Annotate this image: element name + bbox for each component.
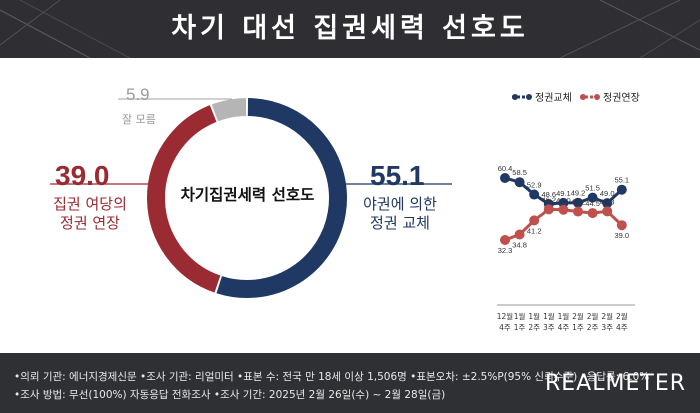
footer-bar: •의뢰 기관: 에너지경제신문 •조사 기관: 리얼미터 •표본 수: 전국 만… bbox=[0, 353, 700, 413]
trend-line-chart: 정권교체 정권연장 60.4 58.552.948.6 49.1 49.251.549.0… bbox=[497, 92, 640, 332]
donut-hole bbox=[166, 117, 328, 279]
footer-note-2: •조사 방법: 무선(100%) 자동응답 전화조사 •조사 기간: 2025년… bbox=[14, 389, 446, 401]
series-0-label-1: 58.5 bbox=[512, 168, 527, 177]
x-tick-week-0: 4주 bbox=[499, 323, 511, 332]
unknown-label: 잘 모름 bbox=[122, 113, 156, 126]
series-1-label-5: 45.2 bbox=[571, 198, 586, 207]
series-1-point-3 bbox=[543, 204, 554, 215]
legend-label-1: 정권연장 bbox=[603, 92, 640, 104]
legend-item-1: 정권연장 bbox=[580, 92, 640, 104]
x-tick-month-1: 1월 bbox=[514, 311, 526, 321]
donut-center-label: 차기집권세력 선호도 bbox=[180, 186, 315, 204]
x-tick-week-3: 3주 bbox=[543, 323, 555, 332]
x-tick-week-2: 2주 bbox=[528, 323, 540, 332]
change-label-2: 정권 교체 bbox=[370, 214, 430, 232]
series-0-point-5 bbox=[573, 197, 583, 208]
series-1-point-4 bbox=[558, 204, 569, 215]
donut-chart bbox=[50, 98, 452, 298]
x-tick-month-6: 2월 bbox=[587, 311, 599, 321]
extend-label-1: 집권 여당의 bbox=[53, 195, 127, 213]
series-1-label-8: 39.0 bbox=[614, 231, 629, 240]
extend-value: 39.0 bbox=[55, 160, 110, 191]
series-1-label-1: 34.8 bbox=[512, 240, 527, 249]
series-1-point-1 bbox=[514, 229, 525, 240]
main-panel: 5.9 잘 모름 39.0 집권 여당의 정권 연장 55.1 야권에 의한 정… bbox=[0, 58, 700, 353]
series-1-point-8 bbox=[616, 220, 627, 231]
series-0-point-7 bbox=[602, 198, 613, 209]
realmeter-logo: REALMETER bbox=[545, 371, 686, 396]
series-1-point-5 bbox=[573, 206, 583, 217]
x-tick-week-5: 1주 bbox=[572, 323, 584, 332]
series-1-point-0 bbox=[500, 235, 510, 245]
x-tick-month-2: 1월 bbox=[528, 311, 540, 321]
donut-slice-0 bbox=[216, 98, 347, 298]
series-1-label-7: 45.3 bbox=[600, 197, 615, 206]
page-title: 차기 대선 집권세력 선호도 bbox=[171, 13, 529, 44]
legend-label-0: 정권교체 bbox=[535, 92, 572, 104]
x-tick-week-6: 2주 bbox=[587, 323, 599, 332]
x-tick-month-0: 12월 bbox=[497, 311, 514, 321]
x-tick-month-5: 2월 bbox=[572, 311, 584, 321]
series-0-point-2 bbox=[529, 189, 540, 200]
x-tick-month-3: 1월 bbox=[543, 311, 555, 321]
x-tick-month-8: 2월 bbox=[616, 311, 628, 321]
series-0-label-6: 51.5 bbox=[585, 184, 600, 193]
series-0-point-0 bbox=[500, 173, 510, 183]
series-0-label-2: 52.9 bbox=[527, 181, 542, 190]
series-0-point-1 bbox=[514, 177, 525, 188]
series-0-label-7: 49.0 bbox=[600, 189, 615, 198]
series-1-point-6 bbox=[587, 208, 598, 219]
series-0-label-5: 49.2 bbox=[571, 189, 586, 198]
donut-slice-1 bbox=[147, 105, 221, 293]
change-value: 55.1 bbox=[370, 160, 425, 191]
series-1-point-7 bbox=[602, 206, 613, 217]
x-tick-week-8: 4주 bbox=[616, 323, 628, 332]
series-1-point-2 bbox=[529, 215, 540, 226]
extend-label-2: 정권 연장 bbox=[60, 214, 120, 232]
change-label-1: 야권에 의한 bbox=[363, 195, 437, 213]
header-bar: 차기 대선 집권세력 선호도 bbox=[0, 0, 700, 58]
series-0-label-3: 48.6 bbox=[541, 190, 556, 199]
series-1-label-6: 44.5 bbox=[585, 199, 600, 208]
x-tick-week-1: 1주 bbox=[514, 323, 526, 332]
donut-slice-2 bbox=[211, 98, 247, 122]
header-decoration bbox=[0, 0, 700, 58]
series-1-label-2: 41.2 bbox=[527, 226, 542, 235]
x-tick-week-4: 4주 bbox=[558, 323, 570, 332]
footer-note-1: •의뢰 기관: 에너지경제신문 •조사 기관: 리얼미터 •표본 수: 전국 만… bbox=[14, 371, 650, 383]
series-0-point-4 bbox=[558, 197, 569, 208]
unknown-value: 5.9 bbox=[126, 85, 150, 104]
x-tick-month-4: 1월 bbox=[558, 311, 570, 321]
x-tick-month-7: 2월 bbox=[601, 311, 613, 321]
series-0-label-4: 49.1 bbox=[556, 189, 571, 198]
series-0-label-0: 60.4 bbox=[498, 164, 513, 173]
x-tick-week-7: 3주 bbox=[601, 323, 613, 332]
series-0-point-8 bbox=[616, 184, 627, 195]
series-1-label-0: 32.3 bbox=[498, 246, 513, 255]
legend-item-0: 정권교체 bbox=[512, 92, 572, 104]
series-0-point-6 bbox=[587, 192, 598, 203]
series-1-label-3: 46.2 bbox=[541, 195, 556, 204]
series-0-label-8: 55.1 bbox=[614, 176, 629, 185]
series-1-label-4: 46.0 bbox=[556, 196, 571, 205]
